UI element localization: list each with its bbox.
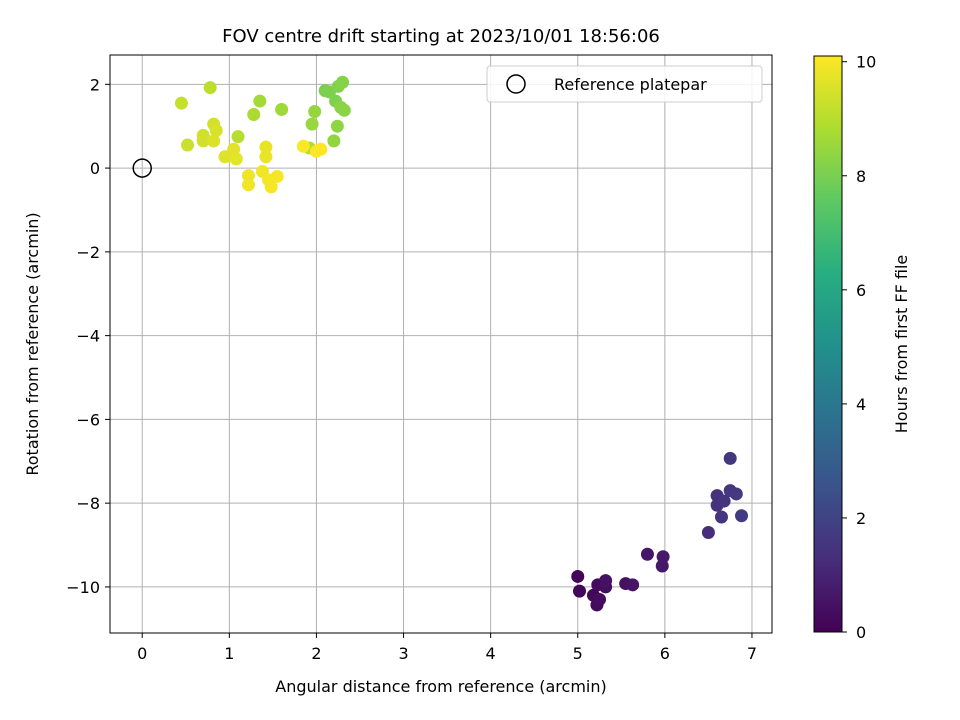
data-point bbox=[599, 574, 613, 588]
data-point bbox=[701, 525, 715, 539]
legend: Reference platepar bbox=[486, 65, 763, 103]
colorbar-tick-label: 0 bbox=[856, 623, 866, 642]
y-axis-ticks: 2 0 −2 −4 −6 −8 −10 bbox=[66, 75, 110, 597]
data-point bbox=[253, 94, 267, 108]
data-point bbox=[241, 178, 255, 192]
data-point bbox=[640, 547, 654, 561]
chart-title: FOV centre drift starting at 2023/10/01 … bbox=[222, 26, 660, 47]
colorbar-tick-label: 10 bbox=[856, 53, 876, 72]
x-tick-label: 7 bbox=[747, 644, 757, 663]
x-axis-label: Angular distance from reference (arcmin) bbox=[275, 677, 606, 696]
legend-marker-icon bbox=[506, 74, 526, 94]
y-tick-label: 2 bbox=[90, 75, 100, 94]
data-point bbox=[174, 96, 188, 110]
data-point bbox=[656, 550, 670, 564]
data-point bbox=[209, 123, 223, 137]
colorbar-ticks: 0 2 4 6 8 10 bbox=[842, 53, 876, 642]
plot-frame bbox=[109, 54, 773, 634]
data-point bbox=[337, 103, 351, 117]
x-axis-ticks: 0 1 2 3 4 5 6 7 bbox=[137, 633, 757, 663]
y-tick-label: −2 bbox=[76, 243, 100, 262]
colorbar: 0 2 4 6 8 10 Hours from first FF file bbox=[813, 53, 911, 642]
data-point bbox=[296, 139, 310, 153]
x-tick-label: 3 bbox=[398, 644, 408, 663]
data-point bbox=[275, 102, 289, 116]
legend-label: Reference platepar bbox=[554, 75, 707, 94]
colorbar-label: Hours from first FF file bbox=[892, 255, 911, 434]
data-point bbox=[241, 169, 255, 183]
data-point bbox=[229, 152, 243, 166]
y-axis-label: Rotation from reference (arcmin) bbox=[23, 212, 42, 475]
data-point bbox=[572, 584, 586, 598]
colorbar-gradient bbox=[813, 55, 843, 633]
data-point bbox=[308, 105, 322, 119]
data-point bbox=[196, 134, 210, 148]
data-point bbox=[203, 81, 217, 95]
data-point bbox=[330, 119, 344, 133]
data-point bbox=[231, 130, 245, 144]
colorbar-tick-label: 2 bbox=[856, 509, 866, 528]
data-point bbox=[264, 180, 278, 194]
x-tick-label: 1 bbox=[224, 644, 234, 663]
y-tick-label: −4 bbox=[76, 327, 100, 346]
data-point bbox=[717, 494, 731, 508]
data-point bbox=[729, 487, 743, 501]
plot-area: 0 1 2 3 4 5 6 7 2 0 −2 −4 −6 −8 −10 bbox=[66, 54, 773, 663]
data-point bbox=[593, 592, 607, 606]
data-point bbox=[571, 569, 585, 583]
x-tick-label: 4 bbox=[486, 644, 496, 663]
data-point bbox=[314, 142, 328, 156]
data-point bbox=[247, 107, 261, 121]
data-point bbox=[336, 75, 350, 89]
colorbar-tick-label: 4 bbox=[856, 395, 866, 414]
data-point bbox=[626, 578, 640, 592]
data-points bbox=[174, 75, 749, 612]
colorbar-tick-label: 8 bbox=[856, 167, 866, 186]
y-tick-label: −6 bbox=[76, 410, 100, 429]
data-point bbox=[735, 509, 749, 523]
x-tick-label: 2 bbox=[311, 644, 321, 663]
x-tick-label: 0 bbox=[137, 644, 147, 663]
data-point bbox=[259, 140, 273, 154]
legend-box bbox=[486, 65, 763, 103]
data-point bbox=[305, 117, 319, 131]
data-point bbox=[218, 150, 232, 164]
x-tick-label: 5 bbox=[573, 644, 583, 663]
grid-lines bbox=[110, 55, 772, 633]
data-point bbox=[207, 134, 221, 148]
data-point bbox=[723, 451, 737, 465]
x-tick-label: 6 bbox=[660, 644, 670, 663]
y-tick-label: −8 bbox=[76, 494, 100, 513]
data-point bbox=[181, 138, 195, 152]
y-tick-label: −10 bbox=[66, 578, 100, 597]
data-point bbox=[327, 134, 341, 148]
colorbar-tick-label: 6 bbox=[856, 281, 866, 300]
y-tick-label: 0 bbox=[90, 159, 100, 178]
data-point bbox=[259, 150, 273, 164]
data-point bbox=[270, 169, 284, 183]
data-point bbox=[714, 510, 728, 524]
reference-marker bbox=[132, 158, 152, 178]
